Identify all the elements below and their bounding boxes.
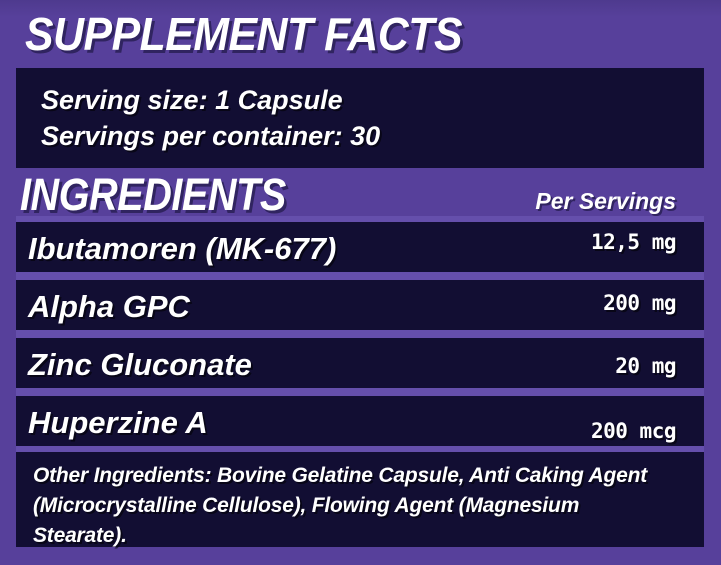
ingredients-table: Ibutamoren (MK-677) 12,5 mg Alpha GPC 20… bbox=[16, 216, 704, 452]
other-ingredients-panel: Other Ingredients: Bovine Gelatine Capsu… bbox=[16, 452, 704, 547]
ingredient-row: Huperzine A 200 mcg bbox=[16, 396, 704, 446]
ingredient-name: Huperzine A bbox=[28, 405, 208, 440]
ingredient-amount: 20 mg bbox=[615, 354, 676, 378]
per-servings-column-heading: Per Servings bbox=[535, 188, 676, 214]
supplement-facts-title: SUPPLEMENT FACTS bbox=[25, 8, 463, 60]
ingredient-amount: 200 mg bbox=[603, 291, 676, 315]
serving-size-line: Serving size: 1 Capsule bbox=[41, 84, 343, 115]
servings-per-container-line: Servings per container: 30 bbox=[41, 120, 381, 151]
ingredient-name: Ibutamoren (MK-677) bbox=[28, 231, 337, 266]
serving-info-panel: Serving size: 1 Capsule Servings per con… bbox=[16, 68, 704, 168]
other-ingredients-text: Other Ingredients: Bovine Gelatine Capsu… bbox=[33, 464, 647, 547]
ingredient-row: Zinc Gluconate 20 mg bbox=[16, 338, 704, 388]
ingredient-row: Alpha GPC 200 mg bbox=[16, 280, 704, 330]
ingredients-heading: INGREDIENTS bbox=[20, 169, 286, 220]
ingredient-amount: 12,5 mg bbox=[590, 230, 677, 254]
ingredient-name: Alpha GPC bbox=[28, 289, 190, 324]
ingredient-amount: 200 mcg bbox=[590, 419, 677, 443]
ingredient-name: Zinc Gluconate bbox=[28, 347, 252, 382]
ingredient-row: Ibutamoren (MK-677) 12,5 mg bbox=[16, 222, 704, 272]
